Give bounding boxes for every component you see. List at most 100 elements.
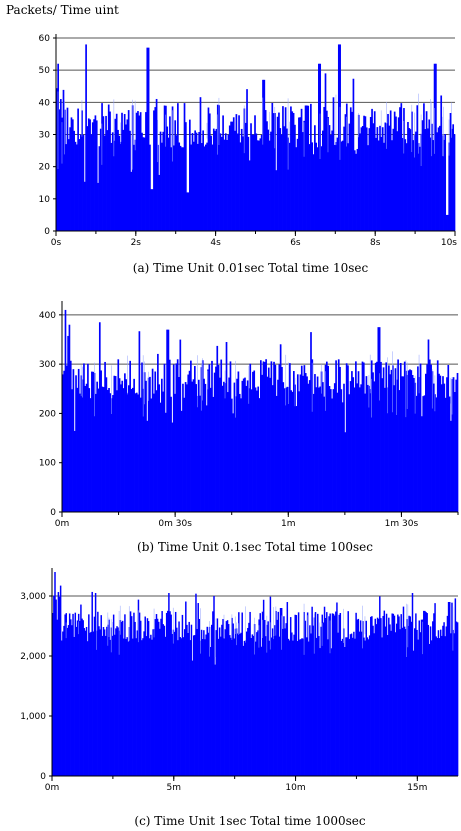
bar-3-16 bbox=[70, 619, 72, 776]
bar-3-52 bbox=[110, 627, 113, 776]
bar-3-218 bbox=[297, 612, 300, 776]
bar-2-276 bbox=[426, 364, 428, 512]
bar-1-12 bbox=[71, 119, 74, 231]
bar-3-132 bbox=[200, 629, 203, 776]
bar-1-231 bbox=[363, 115, 365, 231]
bar-2-99 bbox=[192, 379, 195, 512]
bar-3-242 bbox=[324, 617, 327, 776]
bar-2-78 bbox=[164, 412, 167, 512]
bar-3-330 bbox=[424, 610, 426, 776]
bar-3-251 bbox=[335, 611, 337, 776]
bar-1-276 bbox=[423, 103, 425, 231]
bar-2-279 bbox=[430, 364, 432, 512]
bar-2-228 bbox=[362, 362, 365, 512]
bar-2-181 bbox=[300, 365, 303, 512]
bar-2-231 bbox=[366, 384, 369, 512]
bar-1-270 bbox=[415, 131, 417, 231]
bar-1-92 bbox=[178, 142, 181, 231]
bar-1-13 bbox=[73, 130, 75, 231]
bar-2-277 bbox=[427, 339, 430, 512]
bar-1-175 bbox=[288, 142, 291, 231]
bar-2-5 bbox=[68, 324, 71, 512]
bar-2-297 bbox=[454, 392, 456, 512]
bar-3-349 bbox=[445, 626, 448, 776]
bar-1-226 bbox=[356, 148, 359, 231]
bar-1-117 bbox=[211, 144, 214, 231]
bar-2-73 bbox=[158, 384, 161, 512]
bar-2-243 bbox=[382, 367, 385, 512]
bar-2-26 bbox=[96, 381, 98, 512]
bar-1-224 bbox=[353, 150, 356, 231]
bar-1-134 bbox=[234, 130, 236, 231]
bar-2-66 bbox=[149, 376, 151, 512]
bar-2-187 bbox=[308, 380, 311, 512]
bar-2-45 bbox=[121, 380, 124, 512]
bar-1-23 bbox=[86, 126, 89, 231]
bar-3-137 bbox=[206, 626, 208, 776]
bar-2-143 bbox=[250, 389, 253, 512]
bar-3-65 bbox=[125, 639, 127, 776]
bar-1-225 bbox=[355, 153, 357, 231]
bar-3-241 bbox=[323, 606, 326, 776]
bar-2-77 bbox=[163, 363, 166, 512]
bar-3-299 bbox=[389, 624, 391, 776]
bar-2-58 bbox=[138, 331, 141, 512]
bar-1-191 bbox=[310, 103, 312, 231]
bar-1-30 bbox=[95, 120, 98, 231]
bar-3-359 bbox=[456, 622, 459, 776]
bar-2-292 bbox=[447, 365, 450, 512]
bar-3-286 bbox=[374, 618, 377, 776]
bar-3-199 bbox=[276, 619, 278, 776]
bar-1-200 bbox=[322, 130, 324, 231]
bar-3-120 bbox=[187, 632, 189, 776]
bar-3-195 bbox=[271, 628, 274, 776]
bar-2-93 bbox=[184, 382, 187, 512]
bar-2-57 bbox=[137, 394, 139, 512]
bar-2-37 bbox=[110, 398, 113, 512]
bar-2-115 bbox=[213, 372, 216, 512]
bar-3-237 bbox=[319, 648, 321, 776]
bar-1-96 bbox=[183, 103, 186, 231]
bar-1-219 bbox=[347, 143, 349, 231]
bar-1-256 bbox=[396, 131, 399, 231]
bar-3-112 bbox=[178, 621, 180, 776]
bar-2-131 bbox=[234, 396, 237, 512]
bar-2-211 bbox=[340, 389, 343, 512]
y-tick-label-3-1: 1,000 bbox=[20, 712, 46, 722]
bar-1-6 bbox=[63, 109, 66, 231]
bar-1-206 bbox=[329, 134, 332, 231]
bar-2-238 bbox=[376, 361, 378, 512]
bar-3-49 bbox=[107, 624, 109, 776]
bar-3-81 bbox=[143, 631, 145, 776]
bar-3-186 bbox=[261, 611, 264, 776]
bar-3-109 bbox=[174, 611, 177, 776]
bar-2-112 bbox=[209, 387, 212, 512]
bar-1-249 bbox=[387, 113, 389, 231]
bar-2-283 bbox=[435, 397, 438, 512]
bar-2-264 bbox=[410, 370, 413, 512]
bar-1-76 bbox=[157, 144, 159, 231]
bar-1-81 bbox=[163, 105, 166, 231]
bar-3-305 bbox=[395, 623, 398, 776]
bar-2-189 bbox=[311, 359, 314, 512]
chart-panel-1: 0 10 20 30 40 50 60 0s 2s 4s 6s 8s 10s (a) Time Unit … bbox=[39, 34, 457, 275]
bar-1-82 bbox=[165, 105, 167, 231]
bar-3-208 bbox=[286, 602, 289, 776]
bar-3-10 bbox=[63, 625, 65, 776]
bar-3-9 bbox=[62, 631, 64, 776]
bar-3-54 bbox=[112, 614, 115, 776]
bar-1-280 bbox=[428, 119, 431, 231]
bar-2-183 bbox=[303, 365, 306, 512]
bar-3-256 bbox=[340, 640, 343, 776]
bar-2-140 bbox=[246, 380, 249, 512]
bar-3-75 bbox=[136, 630, 139, 776]
bar-3-33 bbox=[89, 632, 91, 776]
bar-1-65 bbox=[142, 137, 145, 231]
bar-2-69 bbox=[153, 393, 155, 512]
bar-2-206 bbox=[333, 383, 336, 512]
bar-2-203 bbox=[329, 389, 332, 512]
bar-3-87 bbox=[150, 634, 152, 776]
bar-3-191 bbox=[267, 621, 269, 776]
bar-1-266 bbox=[409, 129, 412, 231]
bar-1-25 bbox=[89, 119, 91, 231]
